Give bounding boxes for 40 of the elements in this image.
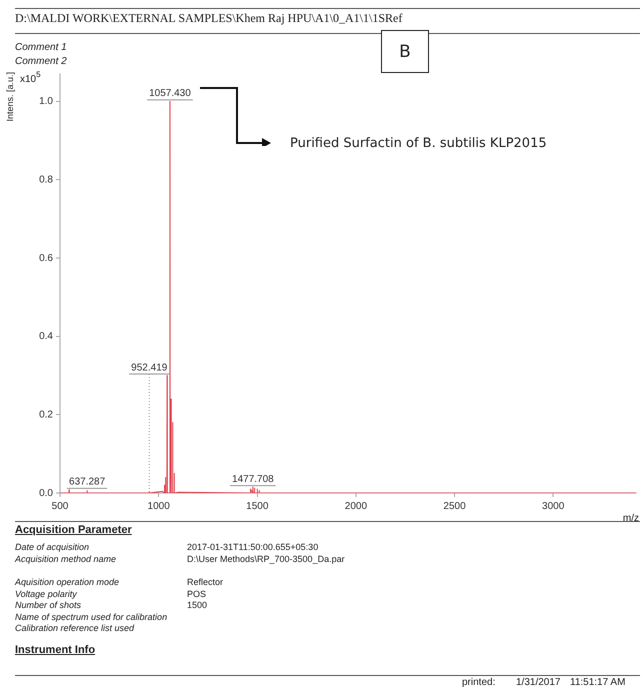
text: Reflector — [187, 577, 224, 587]
text: Comment 1 — [15, 42, 67, 53]
x-tick-label: 3000 — [542, 500, 565, 512]
y-tick-label: 0.0 — [39, 488, 54, 499]
text: 1/31/2017 — [516, 677, 560, 687]
x-tick-label: 1000 — [148, 500, 170, 512]
annotation: Purified Surfactin of B. subtilis KLP2015 — [290, 136, 547, 151]
text: Acquisition Parameter — [15, 524, 132, 536]
x-tick-label: 500 — [52, 500, 69, 512]
x-tick-label: 2500 — [443, 500, 466, 512]
y-tick-label: 0.2 — [39, 409, 54, 420]
text: Aquisition operation mode — [15, 577, 120, 587]
text: 11:51:17 AM — [570, 677, 626, 687]
y-tick-label: 0.8 — [39, 174, 54, 186]
text: Calibration reference list used — [15, 623, 134, 633]
text: Voltage polarity — [15, 589, 77, 599]
text: Name of spectrum used for calibration — [15, 612, 168, 622]
annotation: 952.419 — [131, 362, 168, 374]
text: Comment 2 — [15, 56, 67, 67]
x-axis-title: m/z — [622, 512, 639, 524]
text: D:\User Methods\RP_700-3500_Da.par — [187, 554, 345, 564]
text: Date of acquisition — [15, 542, 90, 552]
annotation: 1057.430 — [149, 88, 192, 100]
annotation: 637.287 — [69, 476, 106, 488]
text: Instrument Info — [15, 644, 96, 656]
text: D:\MALDI WORK\EXTERNAL SAMPLES\Khem Raj HPU\A1\0_A1\1\1SRef — [15, 11, 402, 26]
text: 1500 — [187, 600, 208, 610]
text: 2017-01-31T11:50:00.655+05:30 — [187, 542, 318, 552]
x-tick-label: 2000 — [344, 500, 368, 512]
text: printed: — [462, 677, 496, 687]
annotation: 1477.708 — [232, 474, 274, 485]
y-tick-label: 0.6 — [39, 252, 54, 264]
text: B — [381, 30, 429, 73]
y-tick-label: 0.4 — [39, 331, 54, 342]
y-axis-title: Intens. [a.u.] — [4, 72, 15, 122]
y-tick-label: 1.0 — [39, 96, 54, 108]
text: POS — [187, 589, 206, 599]
x-tick-label: 1500 — [246, 500, 269, 512]
text: Acquisition method name — [15, 554, 116, 564]
text: Number of shots — [15, 600, 82, 610]
